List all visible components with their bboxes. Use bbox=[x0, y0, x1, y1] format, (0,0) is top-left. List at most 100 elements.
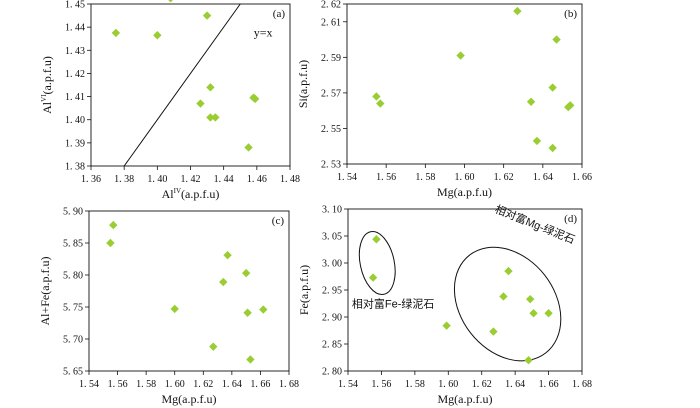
data-point bbox=[489, 327, 498, 336]
x-tick-label: 1. 62 bbox=[494, 172, 514, 183]
y-axis-label: Al+Fe(a.p.f.u) bbox=[38, 256, 52, 325]
y-tick-label: 2. 57 bbox=[321, 88, 341, 99]
y-tick-label: 2. 55 bbox=[321, 124, 341, 135]
data-point bbox=[246, 355, 255, 364]
y-tick-label: 2. 85 bbox=[322, 340, 342, 351]
data-point bbox=[499, 292, 508, 301]
data-point bbox=[243, 308, 252, 317]
data-point bbox=[106, 238, 115, 248]
x-tick-label: 1. 40 bbox=[147, 174, 167, 185]
y-tick-label: 5. 80 bbox=[63, 271, 83, 282]
data-point bbox=[111, 28, 121, 38]
data-point bbox=[259, 305, 268, 314]
data-point bbox=[249, 93, 258, 102]
y-equals-x-label: y=x bbox=[254, 25, 273, 39]
y-tick-label: 2. 59 bbox=[321, 53, 341, 64]
x-tick-label: 1. 54 bbox=[337, 172, 357, 183]
data-point bbox=[211, 113, 220, 122]
x-axis-label: Mg(a.p.f.u) bbox=[437, 185, 492, 199]
y-axis-label: Si(a.p.f.u) bbox=[296, 60, 310, 108]
x-tick-label: 1. 62 bbox=[193, 379, 213, 390]
panel-label: (d) bbox=[564, 213, 577, 225]
y-tick-label: 2. 61 bbox=[321, 17, 341, 28]
data-point bbox=[241, 268, 251, 278]
y-tick-label: 5. 75 bbox=[63, 303, 83, 314]
x-axis-label: AlIV(a.p.f.u) bbox=[162, 187, 220, 201]
x-tick-label: 1. 66 bbox=[539, 379, 559, 390]
x-tick-label: 1. 58 bbox=[405, 379, 425, 390]
data-point bbox=[564, 102, 573, 112]
y-tick-label: 2. 95 bbox=[322, 286, 342, 297]
plot-frame bbox=[88, 210, 290, 372]
panel-label: (a) bbox=[273, 8, 286, 20]
data-point bbox=[456, 51, 465, 60]
data-point bbox=[548, 143, 557, 153]
y-tick-label: 1. 42 bbox=[65, 69, 85, 80]
x-tick-label: 1. 56 bbox=[108, 379, 128, 390]
data-point bbox=[504, 266, 513, 276]
y-tick-label: 1. 45 bbox=[65, 0, 85, 11]
data-point bbox=[219, 277, 228, 287]
y-tick-label: 3. 10 bbox=[322, 205, 342, 216]
x-tick-label: 1. 54 bbox=[79, 379, 99, 390]
x-axis-label: Mg(a.p.f.u) bbox=[438, 392, 493, 406]
y-axis-label: AlVI(a.p.f.u) bbox=[40, 56, 54, 114]
x-tick-label: 1. 64 bbox=[533, 172, 553, 183]
y-tick-label: 5. 85 bbox=[63, 239, 83, 250]
y-tick-label: 1. 41 bbox=[65, 92, 85, 103]
data-point bbox=[372, 92, 381, 101]
data-point bbox=[532, 136, 542, 146]
data-point bbox=[202, 11, 212, 20]
x-tick-label: 1. 64 bbox=[222, 379, 242, 390]
x-tick-label: 1. 42 bbox=[181, 174, 201, 185]
x-tick-label: 1. 36 bbox=[81, 174, 101, 185]
data-point bbox=[442, 321, 451, 330]
x-tick-label: 1. 64 bbox=[505, 379, 525, 390]
y-tick-label: 1. 44 bbox=[65, 23, 85, 34]
y-tick-label: 3. 00 bbox=[322, 259, 342, 270]
panel-label: (c) bbox=[272, 215, 285, 227]
y-tick-label: 2. 90 bbox=[322, 313, 342, 324]
x-tick-label: 1. 58 bbox=[136, 379, 156, 390]
x-tick-label: 1. 58 bbox=[415, 172, 435, 183]
x-tick-label: 1. 60 bbox=[455, 172, 475, 183]
panel-d: 1. 54 1. 56 1. 58 1. 60 1. 62 1. 64 1. 66 1. 68… bbox=[297, 202, 592, 406]
data-point bbox=[244, 143, 253, 152]
data-point bbox=[513, 6, 522, 16]
x-tick-label: 1. 62 bbox=[472, 379, 492, 390]
panel-label: (b) bbox=[564, 8, 577, 20]
y-tick-label: 1. 39 bbox=[65, 138, 85, 149]
y-tick-label: 5. 90 bbox=[63, 207, 83, 218]
x-tick-label: 1. 60 bbox=[438, 379, 458, 390]
x-tick-label: 1. 60 bbox=[165, 379, 185, 390]
x-tick-label: 1. 46 bbox=[247, 174, 267, 185]
x-tick-label: 1. 68 bbox=[572, 379, 592, 390]
x-tick-label: 1. 38 bbox=[114, 174, 134, 185]
data-point bbox=[170, 304, 179, 314]
data-point bbox=[544, 309, 553, 318]
x-tick-label: 1. 56 bbox=[376, 172, 396, 183]
data-point bbox=[196, 99, 205, 108]
data-point bbox=[209, 342, 218, 351]
x-tick-label: 1. 54 bbox=[338, 379, 358, 390]
x-tick-label: 1. 44 bbox=[214, 174, 234, 185]
y-tick-label: 2. 53 bbox=[321, 160, 341, 171]
x-tick-label: 1. 48 bbox=[280, 174, 300, 185]
data-point bbox=[168, 0, 174, 3]
y-axis-label: Fe(a.p.f.u) bbox=[297, 265, 311, 315]
data-point bbox=[368, 273, 378, 282]
y-tick-label: 2. 80 bbox=[322, 367, 342, 378]
x-axis-label: Mg(a.p.f.u) bbox=[162, 392, 217, 406]
data-point bbox=[109, 220, 118, 230]
y-tick-label: 5. 65 bbox=[63, 367, 83, 378]
data-point bbox=[529, 309, 538, 318]
x-tick-label: 1. 66 bbox=[250, 379, 270, 390]
data-point bbox=[223, 250, 232, 260]
data-point bbox=[206, 83, 215, 92]
data-point bbox=[524, 356, 533, 365]
y-tick-label: 1. 40 bbox=[65, 115, 85, 126]
group-ellipse bbox=[358, 231, 396, 295]
group-ellipse bbox=[453, 246, 562, 362]
panel-c: 1. 54 1. 56 1. 58 1. 60 1. 62 1. 64 1. 66 1. 68… bbox=[38, 207, 299, 407]
